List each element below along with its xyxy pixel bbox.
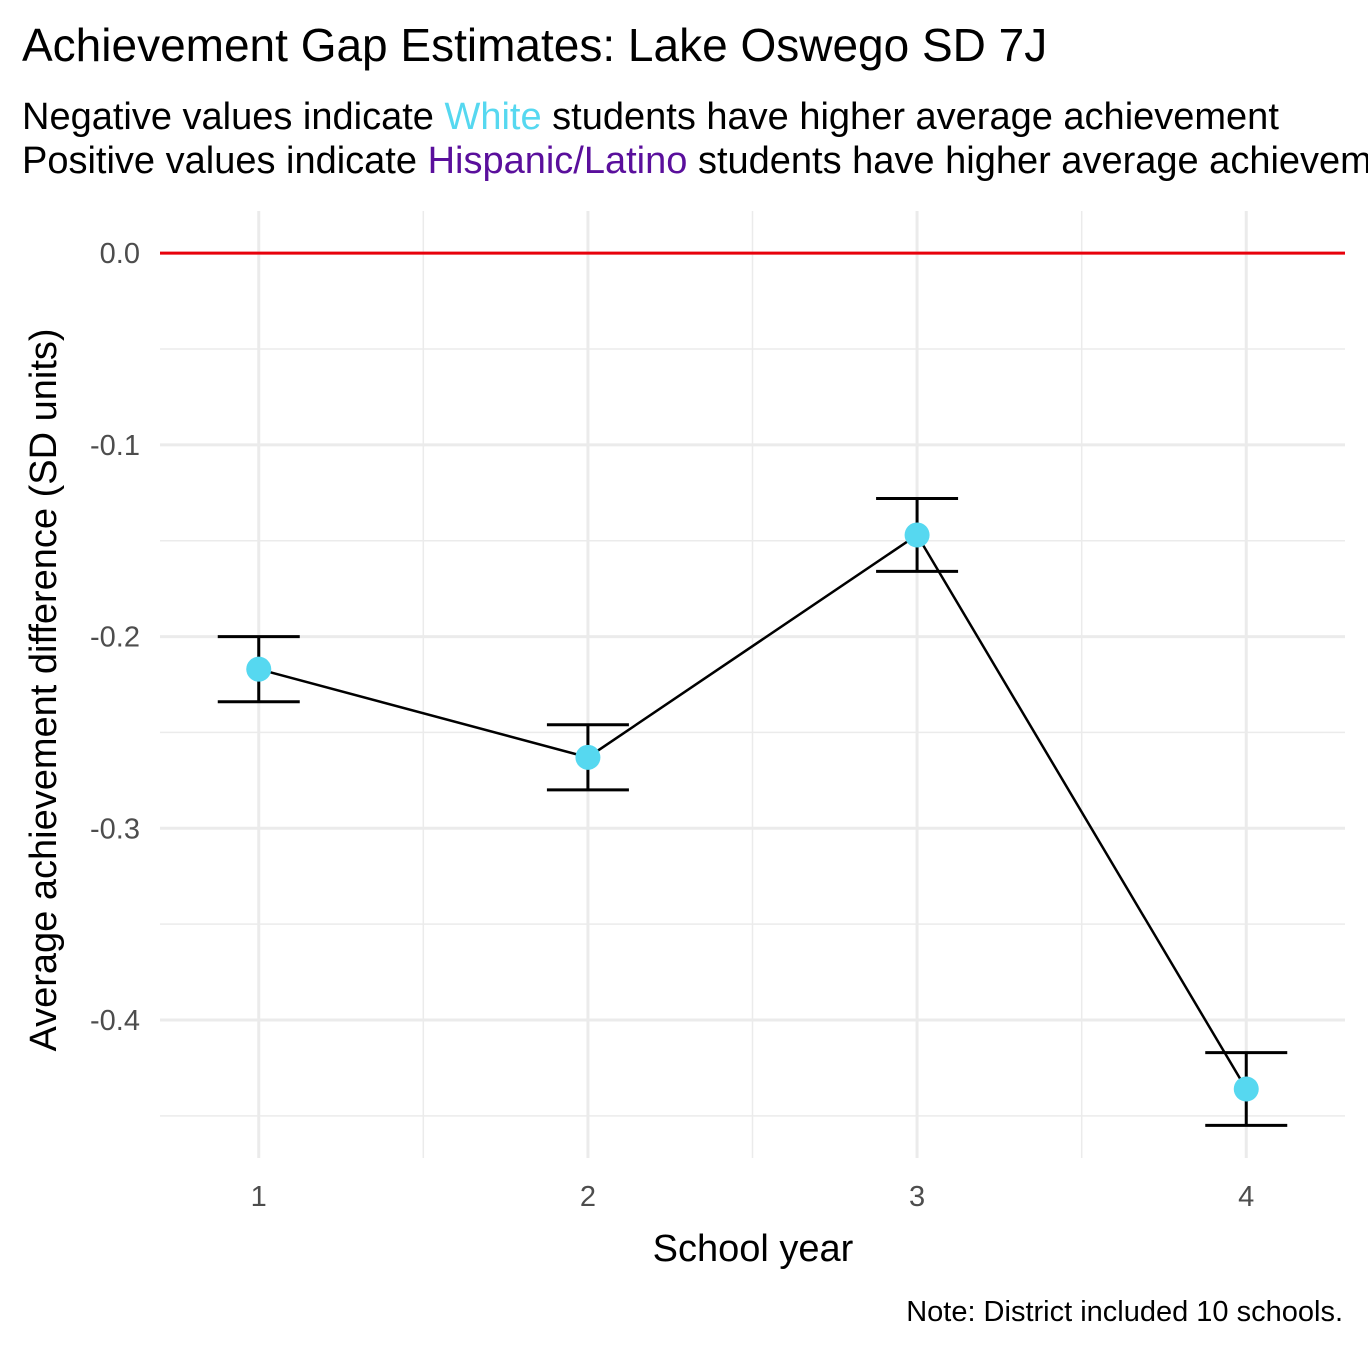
y-tick-label: -0.4 bbox=[90, 1005, 140, 1037]
caption-note: Note: District included 10 schools. bbox=[906, 1296, 1343, 1328]
points-layer bbox=[246, 522, 1259, 1102]
data-point bbox=[246, 656, 272, 682]
subtitle-2-after: students have higher average achievement bbox=[687, 140, 1368, 182]
x-tick-label: 2 bbox=[580, 1181, 596, 1213]
data-point bbox=[1233, 1076, 1259, 1102]
grid-minor bbox=[160, 211, 1345, 1158]
x-axis-title: School year bbox=[653, 1228, 854, 1270]
y-tick-labels: 0.0 -0.1 -0.2 -0.3 -0.4 bbox=[90, 238, 140, 1037]
subtitle-line-1: Negative values indicate White students … bbox=[22, 96, 1279, 139]
x-tick-label: 3 bbox=[909, 1181, 925, 1213]
y-tick-label: -0.3 bbox=[90, 813, 140, 845]
subtitle-line-2: Positive values indicate Hispanic/Latino… bbox=[22, 140, 1368, 183]
subtitle-1-after: students have higher average achievement bbox=[541, 96, 1279, 138]
subtitle-1-before: Negative values indicate bbox=[22, 96, 445, 138]
x-tick-label: 1 bbox=[251, 1181, 267, 1213]
x-tick-label: 4 bbox=[1238, 1181, 1254, 1213]
y-axis-title: Average achievement difference (SD units… bbox=[23, 328, 65, 1051]
series-line bbox=[258, 533, 1248, 1090]
series-layer bbox=[258, 533, 1248, 1090]
x-tick-labels: 1 2 3 4 bbox=[251, 1181, 1255, 1213]
y-tick-label: 0.0 bbox=[100, 238, 140, 270]
chart-title: Achievement Gap Estimates: Lake Oswego S… bbox=[22, 19, 1048, 71]
y-tick-label: -0.1 bbox=[90, 430, 140, 462]
subtitle-2-before: Positive values indicate bbox=[22, 140, 428, 182]
y-tick-label: -0.2 bbox=[90, 622, 140, 654]
data-point bbox=[904, 522, 930, 548]
subtitle-2-highlight-hispanic: Hispanic/Latino bbox=[427, 140, 688, 182]
data-point bbox=[575, 744, 601, 770]
subtitle-1-highlight-white: White bbox=[444, 96, 542, 138]
